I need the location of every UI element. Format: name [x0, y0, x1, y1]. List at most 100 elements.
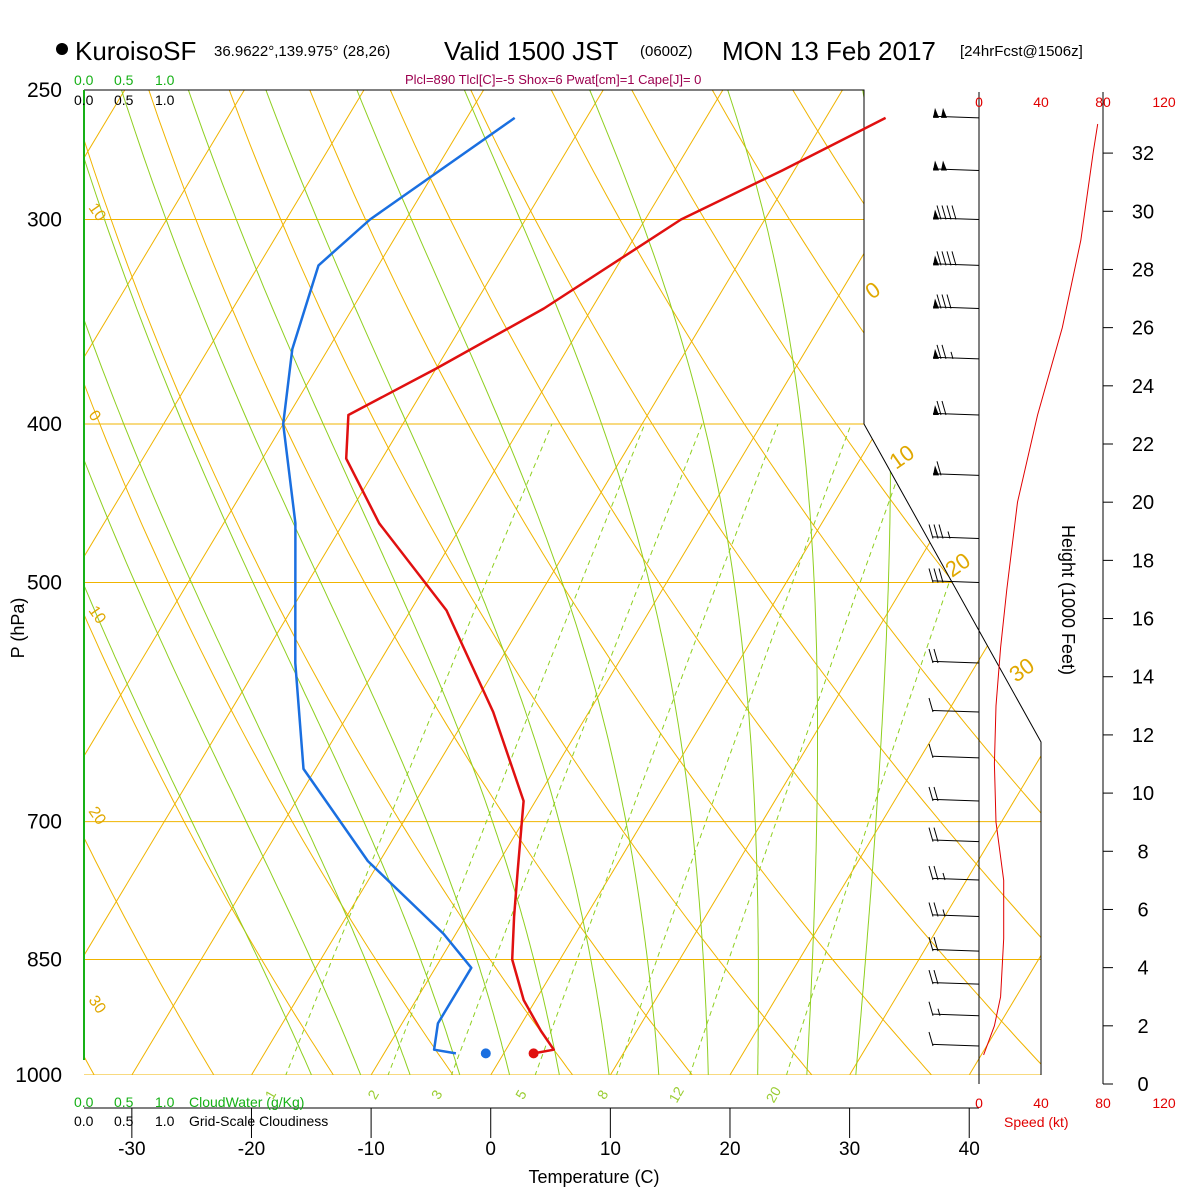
- height-tick-label: 14: [1132, 667, 1154, 689]
- height-tick-label: 8: [1137, 841, 1148, 863]
- height-axis-title: Height (1000 Feet): [1058, 525, 1078, 675]
- wind-barb: [928, 1001, 980, 1017]
- model-name: KuroisoSF: [75, 36, 196, 66]
- moist-adiabat-line: [265, 90, 614, 1075]
- wind-barb: [928, 1031, 980, 1047]
- height-tick-label: 22: [1132, 434, 1154, 456]
- cloud-scale-top-green-1: 0.5: [114, 72, 134, 88]
- speed-tick-label-bottom: 40: [1033, 1095, 1049, 1111]
- height-tick-label: 18: [1132, 550, 1154, 572]
- dry-adiabat-label: 20: [941, 548, 975, 583]
- cloud-scale-top-black-0: 0.0: [74, 92, 94, 108]
- isotherm-line: [609, 90, 1041, 1075]
- speed-axis-title: Speed (kt): [1004, 1114, 1069, 1130]
- cloud-scale-bottom: 0.0 0.5 1.0 CloudWater (g/Kg) 0.0 0.5 1.…: [74, 1094, 328, 1129]
- speed-tick-label-bottom: 80: [1095, 1095, 1111, 1111]
- speed-tick-label-top: 0: [975, 94, 983, 110]
- wind-speed-profile: [983, 123, 1099, 1056]
- temperature-tick-label: 20: [719, 1139, 740, 1160]
- dry-adiabat-line: [616, 90, 1041, 1075]
- valid-time: Valid 1500 JST: [444, 36, 619, 66]
- temperature-tick-label: 10: [600, 1139, 621, 1160]
- background-lines: [0, 61, 1200, 1110]
- moist-adiabat-line: [463, 90, 710, 1075]
- isotherm-label: 20: [85, 804, 109, 828]
- height-tick-label: 26: [1132, 318, 1154, 340]
- moist-adiabat-line: [187, 90, 567, 1075]
- wind-barb: [932, 400, 980, 416]
- moist-adiabat-line: [727, 90, 818, 1075]
- isotherm-line: [84, 90, 365, 1075]
- height-tick-label: 24: [1132, 376, 1154, 398]
- cloud-scale-bottom-black-2: 1.0: [155, 1113, 175, 1129]
- height-tick-label: 2: [1137, 1016, 1148, 1038]
- cloud-scale-top-black-1: 0.5: [114, 92, 134, 108]
- dry-adiabat-line: [84, 90, 600, 1075]
- temperature-tick-label: -20: [238, 1139, 265, 1160]
- wind-barb: [928, 865, 980, 881]
- cloud-scale-bottom-black-0: 0.0: [74, 1113, 94, 1129]
- pressure-tick-label: 850: [27, 949, 62, 972]
- speed-tick-label-bottom: 0: [975, 1095, 983, 1111]
- cloud-scale-bottom-black-1: 0.5: [114, 1113, 134, 1129]
- isotherm-line: [131, 90, 724, 1075]
- dry-adiabat-line: [218, 90, 842, 1075]
- surface-dewpoint-marker: [480, 1048, 491, 1059]
- profiles: [281, 116, 887, 1059]
- moist-adiabat-line: [84, 90, 327, 1075]
- wind-barb: [928, 970, 980, 985]
- temperature-tick-label: -10: [357, 1139, 384, 1160]
- mixing-ratio-label: 12: [665, 1084, 687, 1106]
- pressure-tick-label: 250: [27, 79, 62, 102]
- speed-tick-label-top: 120: [1152, 94, 1176, 110]
- cloud-scale-bottom-green-2: 1.0: [155, 1094, 175, 1110]
- wind-barb: [932, 251, 980, 266]
- dry-adiabat-line: [84, 90, 479, 1075]
- height-tick-label: 12: [1132, 725, 1154, 747]
- cloud-scale-top-green-2: 1.0: [155, 72, 175, 88]
- mixing-ratio-line: [677, 423, 918, 1075]
- isotherm-line: [251, 90, 843, 1075]
- dry-adiabat-line: [84, 90, 357, 1075]
- temperature-tick-label: -30: [118, 1139, 145, 1160]
- moist-adiabat-line: [589, 90, 759, 1075]
- mixing-ratio-label: 20: [762, 1084, 784, 1106]
- moist-adiabat-line: [852, 90, 892, 1075]
- wind-barb: [928, 936, 980, 952]
- y-axis-title: P (hPa): [8, 598, 28, 659]
- dry-adiabat-line: [1013, 90, 1041, 1075]
- cloudiness-label: Grid-Scale Cloudiness: [189, 1113, 328, 1129]
- mixing-ratio-label: 8: [594, 1087, 612, 1102]
- isotherm-line: [0, 90, 5, 1075]
- pressure-tick-label: 500: [27, 572, 62, 595]
- isotherm-line: [84, 90, 245, 1075]
- wind-barb: [928, 827, 980, 843]
- isotherm-line: [1089, 90, 1200, 1075]
- cloud-scale-bottom-green-0: 0.0: [74, 1094, 94, 1110]
- height-tick-label: 4: [1137, 958, 1148, 980]
- wind-barb: [932, 107, 980, 119]
- dry-adiabat-label: 30: [1005, 653, 1039, 688]
- dry-adiabat-line: [377, 90, 1041, 1075]
- chart-frame: [83, 89, 1042, 1138]
- mixing-ratio-line: [438, 423, 703, 1075]
- pressure-tick-label: 700: [27, 811, 62, 834]
- dry-adiabat-line: [536, 90, 1041, 1075]
- height-tick-label: 20: [1132, 492, 1154, 514]
- temperature-tick-label: 0: [485, 1139, 496, 1160]
- wind-barb: [928, 743, 980, 759]
- surface-temperature-marker: [528, 1048, 539, 1059]
- isotherm-line: [849, 90, 1041, 1075]
- x-axis-title: Temperature (C): [528, 1167, 659, 1187]
- cloudwater-label: CloudWater (g/Kg): [189, 1094, 304, 1110]
- cloud-scale-bottom-green-1: 0.5: [114, 1094, 134, 1110]
- dry-adiabat-line: [1174, 61, 1200, 1110]
- moist-adiabat-line: [84, 90, 423, 1075]
- moist-adiabat-line: [121, 90, 519, 1075]
- wind-barb: [932, 294, 980, 309]
- cloud-scale-top-green-0: 0.0: [74, 72, 94, 88]
- height-tick-label: 16: [1132, 609, 1154, 631]
- moist-adiabat-line: [356, 90, 662, 1075]
- pressure-tick-label: 400: [27, 413, 62, 436]
